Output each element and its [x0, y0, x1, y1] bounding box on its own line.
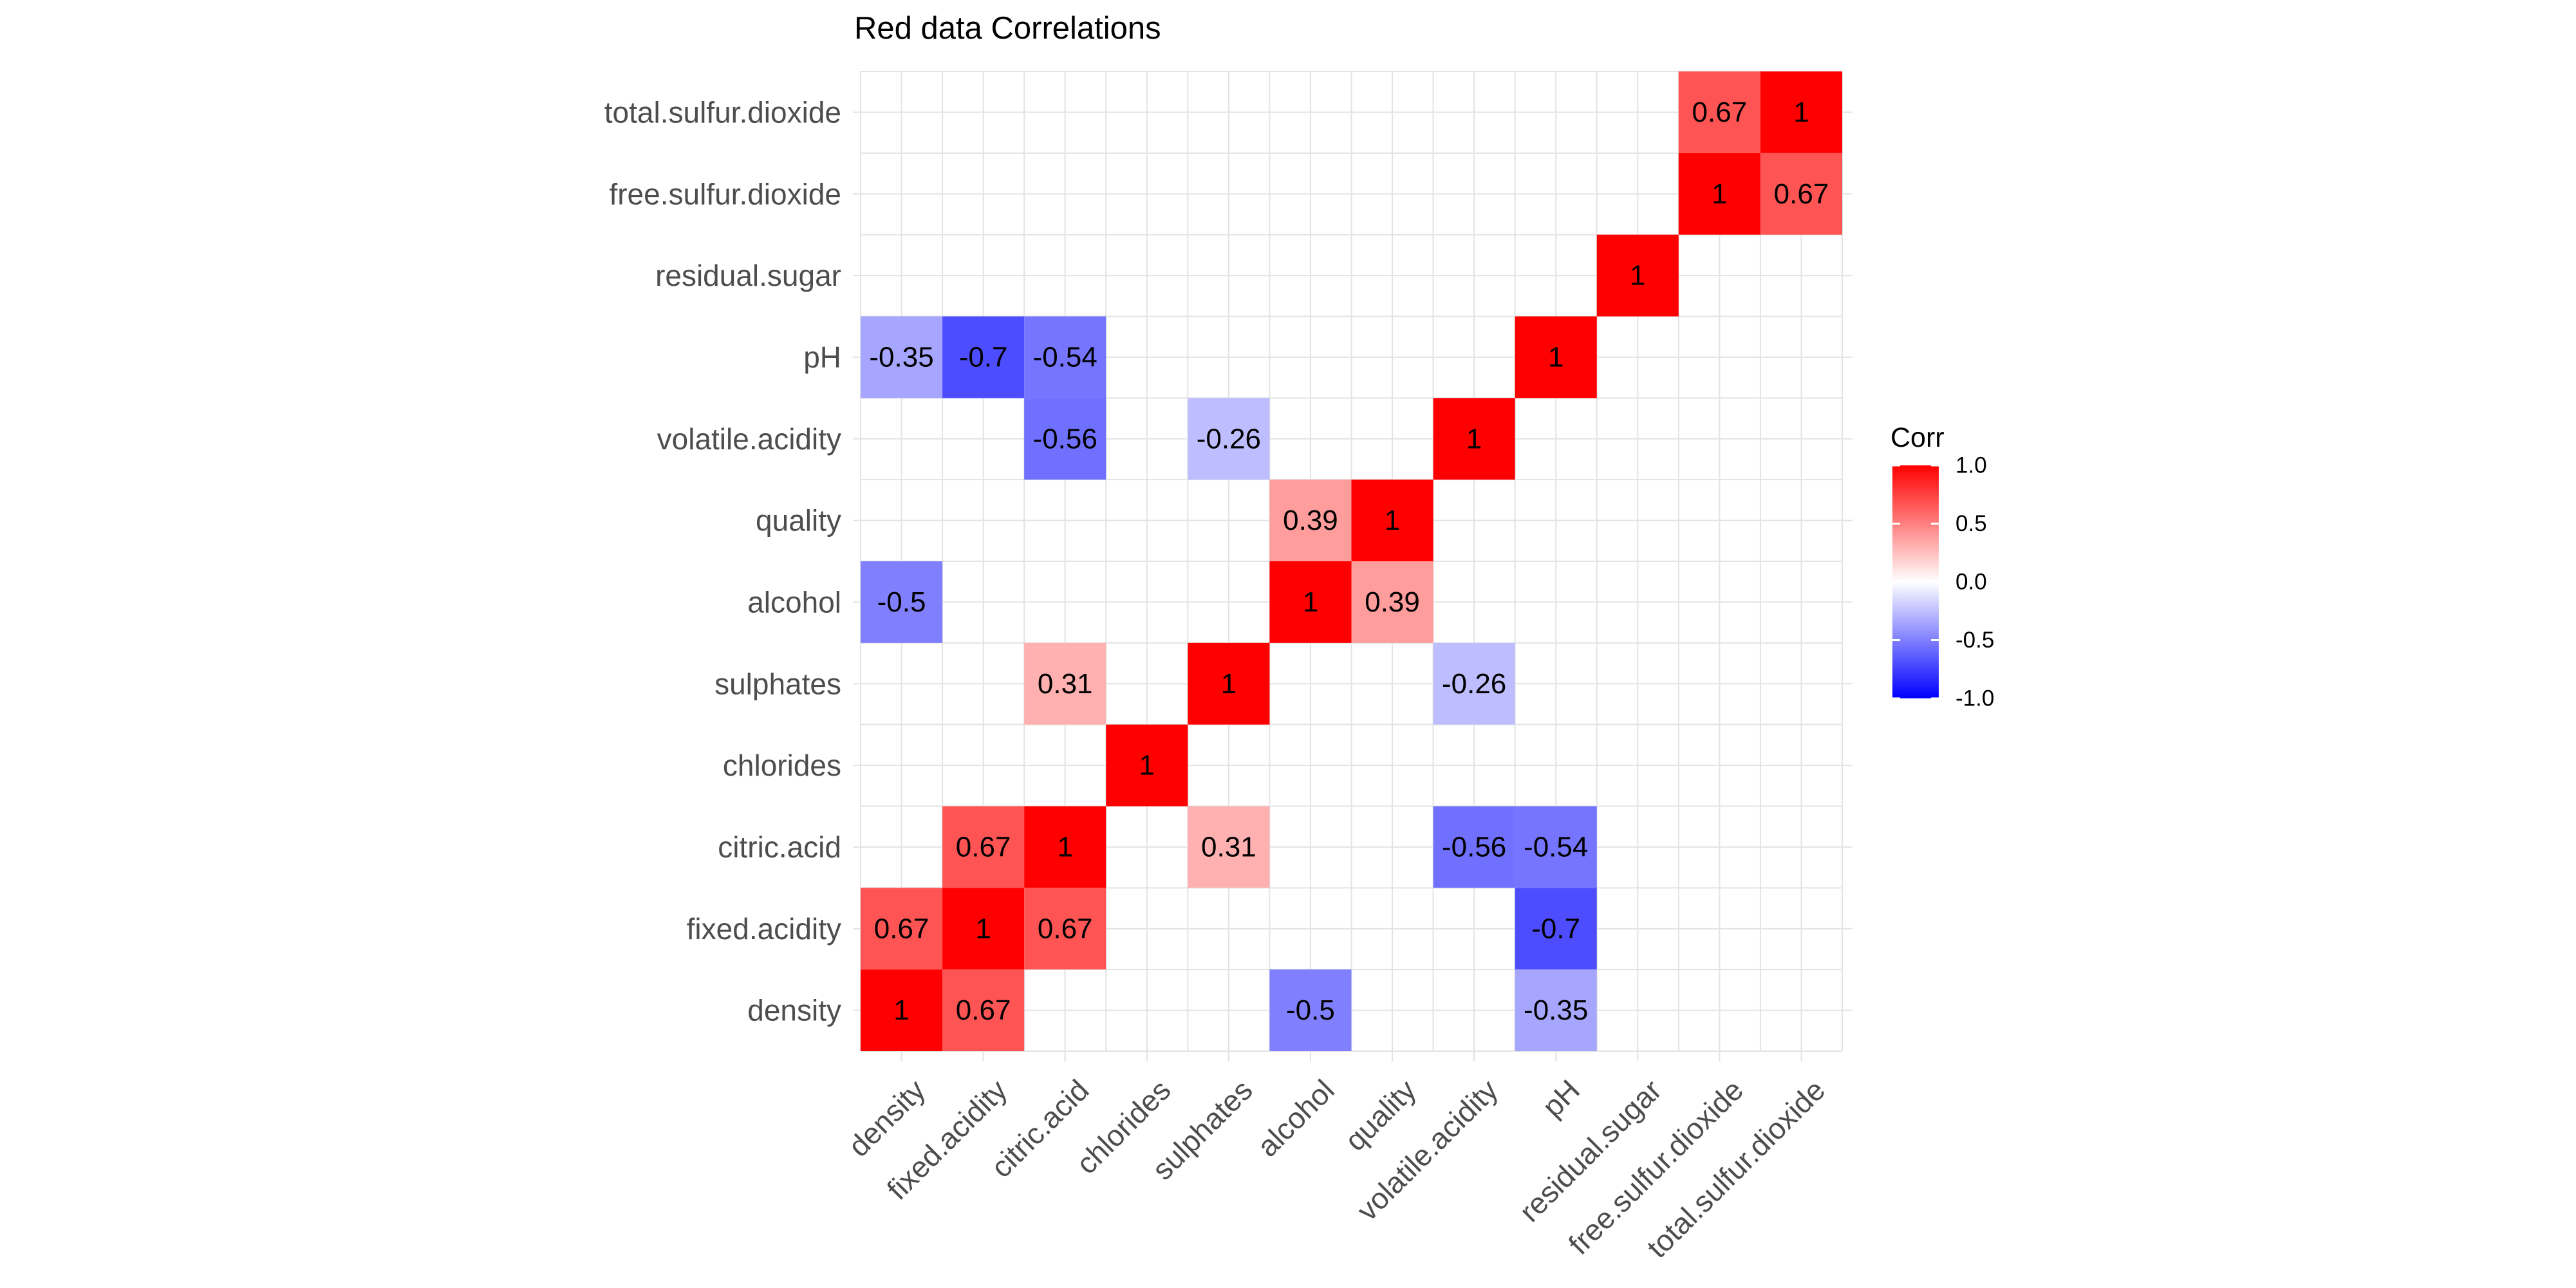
cell-value-label: 1	[1139, 750, 1155, 781]
y-axis-ticks: density fixed.acidity citric.acid chlorides…	[604, 95, 861, 1027]
cell-value-label: -0.56	[1033, 423, 1097, 454]
y-tick-label: citric.acid	[718, 830, 841, 864]
y-tick-label: volatile.acidity	[657, 422, 841, 456]
heatmap-cell	[1678, 71, 1760, 153]
legend-tick-label: 0.5	[1955, 511, 1987, 536]
cell-value-label: 0.31	[1038, 668, 1093, 700]
heatmap-cell	[1024, 398, 1106, 480]
cell-value-label: -0.35	[1524, 994, 1588, 1026]
chart-title: Red data Correlations	[854, 11, 1161, 46]
cell-value-label: 0.67	[956, 831, 1011, 863]
cell-value-label: 1	[1221, 668, 1237, 700]
heatmap-cell	[1024, 316, 1106, 398]
cell-value-label: -0.7	[959, 341, 1008, 373]
heatmap-cell	[1515, 806, 1597, 888]
legend: Corr 1.0 0.5 0.0 -0.5 -1.0	[1890, 422, 1994, 711]
heatmap-cell	[1760, 71, 1842, 153]
heatmap-cell	[861, 561, 943, 643]
heatmap-cell	[1024, 806, 1106, 888]
cell-value-label: 0.67	[1038, 913, 1093, 944]
heatmap-cell	[1351, 480, 1433, 561]
x-tick-label: alcohol	[1251, 1073, 1341, 1163]
heatmap-cell	[1269, 480, 1352, 561]
cell-value-label: -0.5	[877, 586, 926, 618]
cell-value-label: -0.26	[1442, 668, 1506, 700]
heatmap-cell	[1433, 806, 1515, 888]
heatmap-cell	[1106, 724, 1188, 807]
heatmap-cell	[861, 316, 943, 398]
heatmap-cell	[1515, 316, 1597, 398]
cell-value-label: 1	[975, 913, 991, 944]
heatmap-cell	[1269, 969, 1352, 1051]
y-tick-label: sulphates	[714, 667, 841, 700]
heatmap-cell	[942, 316, 1025, 398]
cell-value-label: 1	[1712, 178, 1727, 210]
heatmap-cell	[1188, 806, 1270, 888]
legend-tick-label: 0.0	[1955, 570, 1987, 595]
x-tick-label: volatile.acidity	[1350, 1073, 1504, 1227]
cell-value-label: -0.7	[1531, 913, 1580, 944]
heatmap-cell	[1515, 888, 1597, 970]
heatmap-cell	[1596, 234, 1679, 317]
cell-value-label: -0.54	[1033, 341, 1097, 373]
heatmap-cell	[1188, 642, 1270, 725]
heatmap-cell	[1188, 398, 1270, 480]
cell-value-label: -0.54	[1524, 831, 1588, 863]
legend-tick-label: 1.0	[1955, 453, 1987, 478]
cell-value-label: 1	[1630, 260, 1645, 292]
legend-tick-label: -0.5	[1955, 628, 1994, 653]
y-tick-label: fixed.acidity	[687, 912, 841, 946]
heatmap-cell	[1024, 642, 1106, 725]
x-tick-label: pH	[1536, 1073, 1586, 1123]
cell-value-label: 0.67	[1692, 97, 1748, 128]
heatmap-cell	[942, 888, 1025, 970]
y-tick-label: quality	[756, 504, 841, 537]
cell-value-label: 1	[1385, 505, 1400, 536]
cell-value-label: -0.56	[1442, 831, 1506, 863]
heatmap-cell	[1760, 153, 1842, 235]
cell-value-label: 1	[1303, 586, 1318, 618]
cell-labels: 1 0.67 -0.5 -0.35 0.67 1 0.67 -0.7 0.67 1 0.31 -0.5…	[869, 97, 1829, 1026]
heatmap-cell	[942, 969, 1025, 1051]
y-tick-label: alcohol	[747, 585, 841, 619]
cell-value-label: 1	[893, 994, 909, 1026]
cell-value-label: -0.35	[869, 341, 933, 373]
heatmap-cell	[1269, 561, 1352, 643]
cell-value-label: 1	[1548, 341, 1563, 373]
y-tick-label: residual.sugar	[655, 259, 841, 292]
x-axis-ticks: densityfixed.aciditycitric.acidchlorides…	[842, 1051, 1831, 1264]
cell-value-label: 0.67	[956, 994, 1011, 1026]
cell-value-label: 0.39	[1365, 586, 1420, 618]
heatmap-cell	[942, 806, 1025, 888]
y-tick-label: density	[747, 994, 841, 1027]
cell-value-label: 0.67	[1774, 178, 1829, 210]
cell-value-label: 1	[1466, 423, 1482, 454]
cell-value-label: -0.26	[1197, 423, 1261, 454]
legend-tick-label: -1.0	[1955, 686, 1994, 711]
heatmap-cell	[1433, 642, 1515, 725]
heatmap-cell	[1515, 969, 1597, 1051]
heatmap-cell	[1678, 153, 1760, 235]
y-tick-label: chlorides	[723, 749, 841, 782]
cell-value-label: 0.39	[1283, 505, 1338, 536]
heatmap-cell	[861, 969, 943, 1051]
heatmap-cell	[1433, 398, 1515, 480]
y-tick-label: total.sulfur.dioxide	[604, 95, 841, 129]
y-tick-label: free.sulfur.dioxide	[609, 177, 841, 210]
cell-value-label: 0.31	[1201, 831, 1256, 863]
legend-title: Corr	[1890, 422, 1945, 453]
heatmap-cells	[861, 71, 1842, 1051]
cell-value-label: 1	[1793, 97, 1809, 128]
cell-value-label: 0.67	[874, 913, 929, 944]
cell-value-label: 1	[1057, 831, 1072, 863]
heatmap-cell	[861, 888, 943, 970]
heatmap-cell	[1024, 888, 1106, 970]
x-tick-label: residual.sugar	[1513, 1073, 1668, 1228]
cell-value-label: -0.5	[1286, 994, 1335, 1026]
y-tick-label: pH	[803, 341, 841, 374]
heatmap-cell	[1351, 561, 1433, 643]
